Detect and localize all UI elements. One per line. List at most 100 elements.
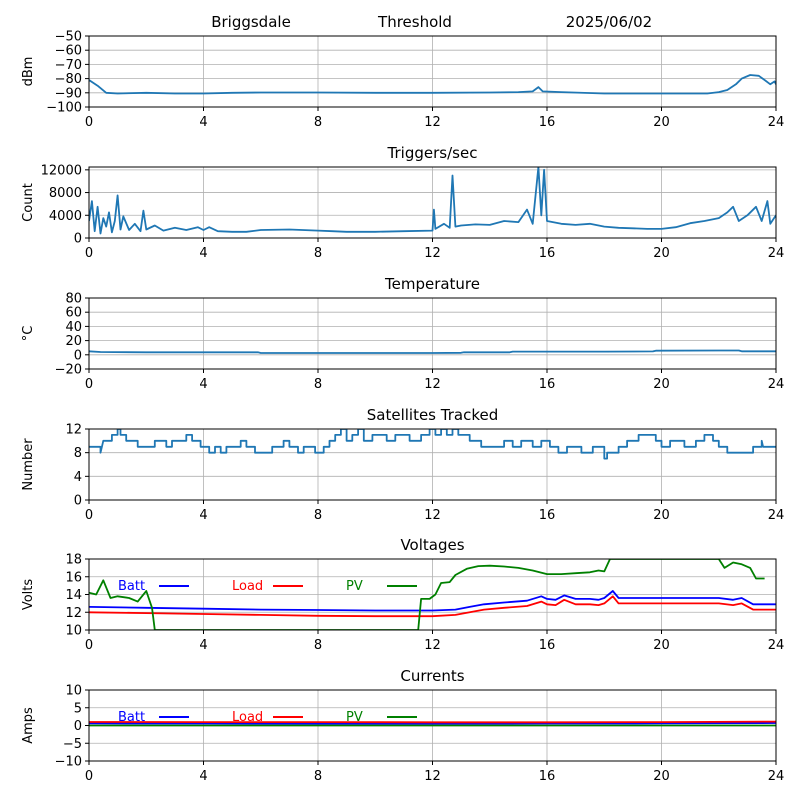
series-line-batt — [89, 722, 776, 725]
x-tick-label: 20 — [653, 246, 670, 261]
series-group — [89, 559, 776, 630]
x-tick-label: 16 — [539, 508, 556, 523]
y-axis-label: Volts — [21, 579, 36, 611]
x-tick-label: 16 — [539, 638, 556, 653]
x-tick-label: 12 — [424, 246, 441, 261]
x-tick-label: 0 — [85, 115, 93, 130]
x-tick-label: 24 — [768, 246, 785, 261]
x-tick-label: 8 — [314, 769, 322, 784]
y-tick-label: −10 — [55, 755, 82, 770]
y-tick-label: 60 — [65, 306, 82, 321]
x-tick-label: 16 — [539, 115, 556, 130]
y-tick-label: 12 — [65, 423, 82, 438]
legend-label-load: Load — [232, 710, 263, 725]
x-tick-label: 20 — [653, 769, 670, 784]
y-tick-label: 12 — [65, 606, 82, 621]
panel-satellites: 0 4 8 12 16 20 24 0 4 8 12 Satellites Tracked Number — [21, 406, 784, 523]
series-group — [89, 720, 776, 727]
y-tick-label: 12000 — [41, 163, 82, 178]
y-axis-label: dBm — [21, 57, 36, 87]
legend-label-pv: PV — [346, 579, 363, 594]
panel-threshold: 0 4 8 12 16 20 24 −100−90−80−70−60−50 dBm — [21, 30, 784, 131]
y-tick-label: 14 — [65, 588, 82, 603]
y-axis-label: Count — [21, 183, 36, 222]
x-tick-label: 24 — [768, 115, 785, 130]
y-tick-label: −20 — [55, 363, 82, 378]
series-group — [89, 74, 776, 95]
legend-label-batt: Batt — [118, 579, 145, 594]
x-tick-label: 0 — [85, 377, 93, 392]
y-tick-label: 0 — [74, 232, 82, 247]
y-tick-label: 0 — [74, 348, 82, 363]
series-line-main — [89, 429, 776, 460]
y-tick-label: 20 — [65, 334, 82, 349]
y-axis-label: Amps — [21, 707, 36, 744]
series-line-pv — [89, 559, 765, 630]
panel-title: Triggers/sec — [387, 144, 478, 162]
x-tick-label: 16 — [539, 377, 556, 392]
y-tick-label: 5 — [74, 701, 82, 716]
x-tick-label: 20 — [653, 377, 670, 392]
panel-title: Temperature — [384, 275, 480, 293]
x-tick-label: 0 — [85, 769, 93, 784]
legend-label-pv: PV — [346, 710, 363, 725]
y-tick-label: 18 — [65, 553, 82, 568]
y-axis-label: Number — [21, 438, 36, 491]
series-line-batt — [89, 590, 776, 612]
panel-title: Currents — [400, 667, 464, 685]
y-tick-label: 16 — [65, 570, 82, 585]
x-tick-label: 16 — [539, 769, 556, 784]
series-group — [89, 167, 776, 235]
y-tick-label: 40 — [65, 320, 82, 335]
x-tick-label: 24 — [768, 508, 785, 523]
series-line-main — [89, 167, 776, 235]
date-label: 2025/06/02 — [566, 13, 652, 31]
x-tick-label: 8 — [314, 246, 322, 261]
y-tick-label: −50 — [55, 30, 82, 45]
panel-title: Satellites Tracked — [367, 406, 498, 424]
x-tick-label: 0 — [85, 638, 93, 653]
x-tick-label: 24 — [768, 377, 785, 392]
y-tick-label: 8000 — [49, 186, 82, 201]
x-tick-label: 20 — [653, 115, 670, 130]
figure-header: Briggsdale Threshold 2025/06/02 — [211, 13, 652, 31]
y-tick-label: 8 — [74, 446, 82, 461]
y-tick-label: −70 — [55, 58, 82, 73]
y-tick-label: 80 — [65, 292, 82, 307]
y-axis-label: °C — [21, 326, 36, 342]
series-line-main — [89, 349, 776, 354]
panel-voltages: 0 4 8 12 16 20 24 10 12 14 16 18 Voltages Volts Batt Lo… — [21, 536, 784, 653]
legend-label-batt: Batt — [118, 710, 145, 725]
y-tick-label: 4 — [74, 470, 82, 485]
x-tick-label: 24 — [768, 769, 785, 784]
y-tick-label: −5 — [63, 737, 82, 752]
y-tick-label: −90 — [55, 86, 82, 101]
x-tick-label: 8 — [314, 508, 322, 523]
x-tick-label: 20 — [653, 508, 670, 523]
x-tick-label: 8 — [314, 638, 322, 653]
x-tick-label: 12 — [424, 377, 441, 392]
mode-label: Threshold — [377, 13, 452, 31]
series-group — [89, 429, 776, 460]
series-group — [89, 349, 776, 354]
series-line-main — [89, 74, 776, 95]
series-line-load — [89, 595, 776, 618]
series-line-load — [89, 720, 776, 724]
panel-currents: 0 4 8 12 16 20 24 −10 −5 0 5 10 Currents Amps Batt Load… — [21, 667, 784, 784]
x-tick-label: 12 — [424, 769, 441, 784]
x-tick-label: 4 — [199, 638, 207, 653]
y-tick-label: 0 — [74, 494, 82, 509]
x-tick-label: 12 — [424, 638, 441, 653]
x-tick-label: 0 — [85, 508, 93, 523]
y-tick-label: 0 — [74, 719, 82, 734]
x-tick-label: 4 — [199, 769, 207, 784]
x-tick-label: 4 — [199, 508, 207, 523]
y-tick-label: −100 — [46, 101, 82, 116]
x-tick-label: 0 — [85, 246, 93, 261]
x-tick-label: 8 — [314, 377, 322, 392]
panel-triggers: 0 4 8 12 16 20 24 0 4000 8000 12000 Triggers/sec Cou… — [21, 144, 784, 261]
y-tick-label: 10 — [65, 624, 82, 639]
x-tick-label: 16 — [539, 246, 556, 261]
